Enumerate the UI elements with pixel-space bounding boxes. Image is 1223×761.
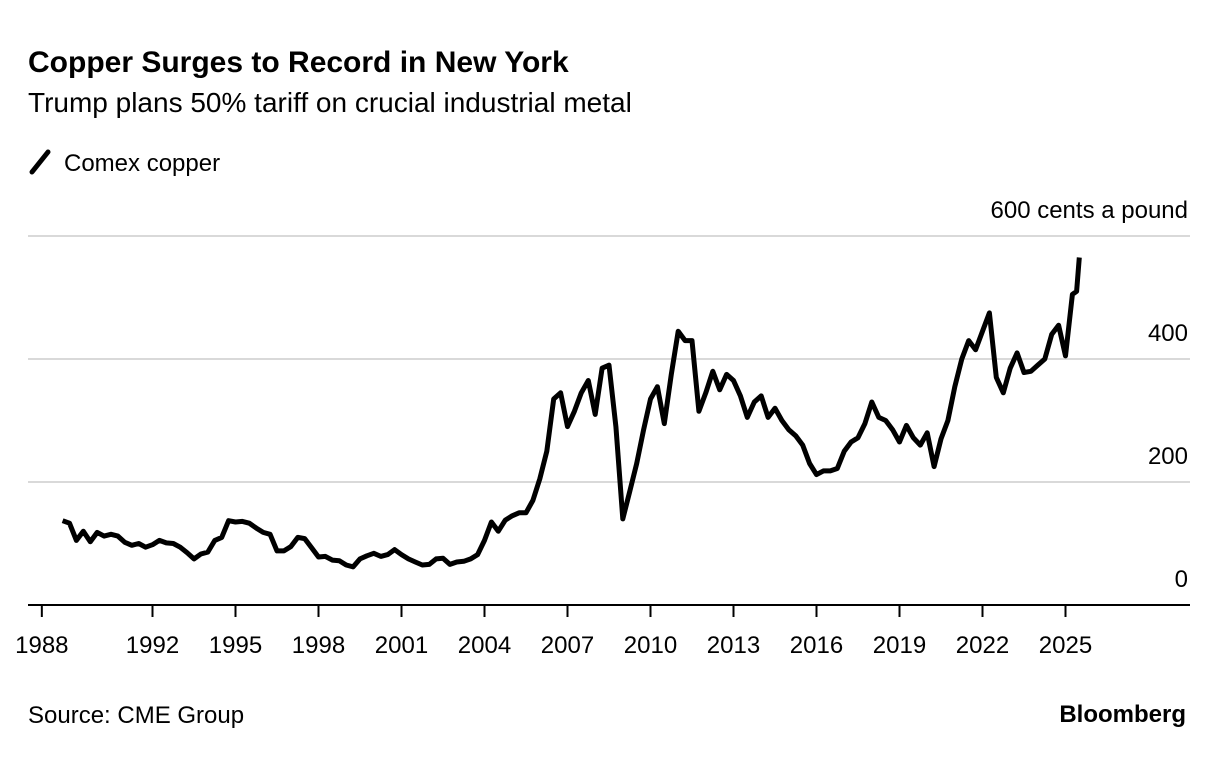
y-tick-label: 400 <box>1148 320 1188 347</box>
legend-label: Comex copper <box>64 150 220 177</box>
x-tick-label: 2013 <box>707 632 760 659</box>
x-tick-label: 2025 <box>1039 632 1092 659</box>
legend-swatch <box>29 149 51 175</box>
x-tick-label: 1995 <box>209 632 262 659</box>
y-tick-label: 0 <box>1175 566 1188 593</box>
series-line <box>61 257 1082 570</box>
chart-title: Copper Surges to Record in New York <box>28 46 569 79</box>
x-tick-label: 1992 <box>126 632 179 659</box>
x-tick-label: 1998 <box>292 632 345 659</box>
y-tick-label: 200 <box>1148 443 1188 470</box>
chart-subtitle: Trump plans 50% tariff on crucial indust… <box>28 87 632 118</box>
x-tick-label: 2016 <box>790 632 843 659</box>
y-tick-label: 600 cents a pound <box>991 197 1189 224</box>
x-tick-label: 2007 <box>541 632 594 659</box>
x-tick-label: 2001 <box>375 632 428 659</box>
x-tick-label: 2010 <box>624 632 677 659</box>
brand: Bloomberg <box>1059 701 1186 728</box>
x-tick-label: 2022 <box>956 632 1009 659</box>
source: Source: CME Group <box>28 702 244 729</box>
x-tick-label: 1988 <box>15 632 68 659</box>
x-tick-label: 2004 <box>458 632 511 659</box>
x-tick-label: 2019 <box>873 632 926 659</box>
